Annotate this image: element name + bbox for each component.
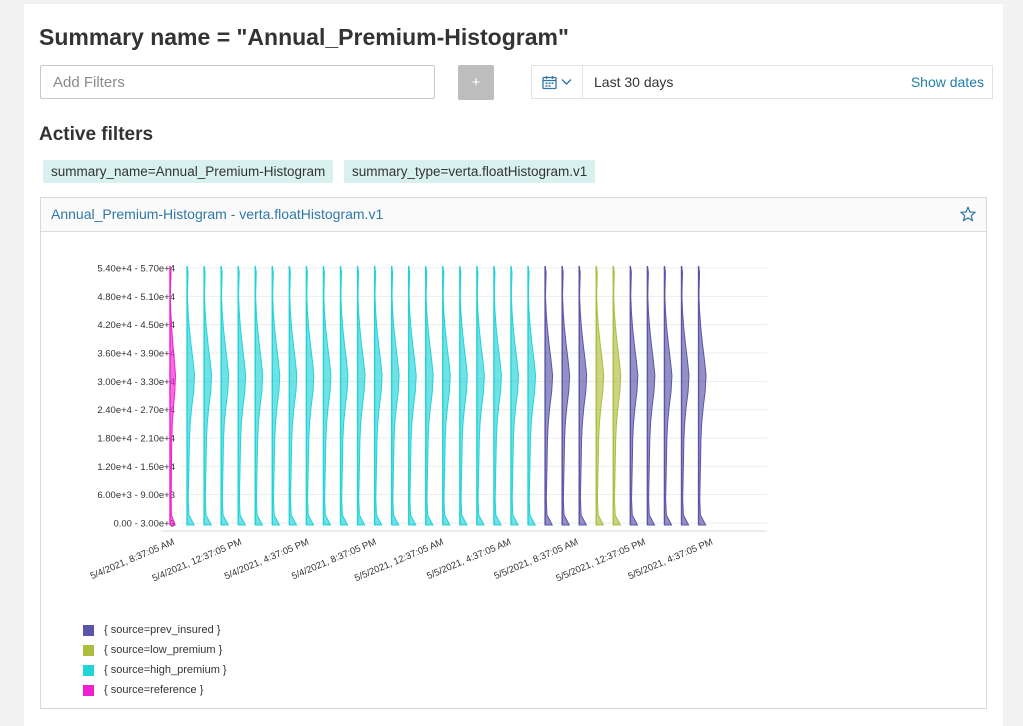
violin-prev_insured — [629, 265, 639, 526]
legend-item-reference[interactable]: { source=reference } — [83, 680, 227, 700]
violin-prev_insured — [681, 265, 690, 526]
violin-high_premium — [237, 265, 247, 526]
violin-prev_insured — [561, 265, 571, 526]
card-header: Annual_Premium-Histogram - verta.floatHi… — [41, 198, 986, 232]
calendar-dropdown-button[interactable] — [532, 66, 583, 98]
violin-reference — [169, 265, 177, 526]
show-dates-link[interactable]: Show dates — [910, 74, 984, 90]
legend-swatch — [83, 624, 94, 636]
add-filter-button[interactable]: + — [458, 65, 494, 100]
violin-prev_insured — [646, 265, 656, 526]
date-range-label: Last 30 days — [594, 74, 674, 90]
chevron-down-icon — [561, 79, 572, 85]
violin-high_premium — [391, 265, 400, 526]
violin-high_premium — [459, 265, 468, 526]
violin-high_premium — [254, 265, 264, 526]
page: Summary name = "Annual_Premium-Histogram… — [24, 4, 1003, 726]
filter-tag-summary-type[interactable]: summary_type=verta.floatHistogram.v1 — [344, 160, 596, 183]
y-tick-label: 3.00e+4 - 3.30e+4 — [97, 377, 175, 388]
y-tick-label: 1.80e+4 - 2.10e+4 — [97, 434, 175, 445]
violin-high_premium — [203, 265, 213, 526]
add-filters-input[interactable] — [40, 65, 435, 99]
violin-high_premium — [271, 265, 281, 526]
violin-prev_insured — [698, 265, 707, 526]
histogram-card: Annual_Premium-Histogram - verta.floatHi… — [40, 197, 987, 709]
legend-swatch — [83, 644, 94, 656]
legend-label: { source=reference } — [104, 684, 204, 696]
violin-high_premium — [357, 265, 366, 526]
violin-high_premium — [442, 265, 451, 526]
y-tick-label: 5.40e+4 - 5.70e+4 — [97, 264, 175, 275]
violin-high_premium — [510, 265, 520, 526]
legend-item-high-premium[interactable]: { source=high_premium } — [83, 660, 227, 680]
y-tick-label: 3.60e+4 - 3.90e+4 — [97, 349, 175, 360]
legend-label: { source=high_premium } — [104, 664, 227, 676]
legend-item-low-premium[interactable]: { source=low_premium } — [83, 640, 227, 660]
card-title-link[interactable]: Annual_Premium-Histogram - verta.floatHi… — [51, 206, 384, 222]
y-tick-label: 6.00e+3 - 9.00e+3 — [97, 490, 175, 501]
violin-high_premium — [408, 265, 417, 526]
page-title: Summary name = "Annual_Premium-Histogram… — [39, 24, 569, 50]
legend-swatch — [83, 664, 94, 676]
y-tick-label: 0.00 - 3.00e+3 — [113, 519, 175, 530]
violin-high_premium — [186, 265, 196, 526]
violin-high_premium — [476, 265, 485, 526]
violin-high_premium — [374, 265, 383, 526]
violin-low_premium — [595, 265, 605, 526]
y-tick-label: 2.40e+4 - 2.70e+4 — [97, 405, 175, 416]
violin-prev_insured — [544, 265, 554, 526]
legend-label: { source=prev_insured } — [104, 624, 221, 636]
y-tick-label: 4.20e+4 - 4.50e+4 — [97, 320, 175, 331]
violin-high_premium — [493, 265, 502, 526]
y-tick-label: 1.20e+4 - 1.50e+4 — [97, 462, 175, 473]
star-icon[interactable] — [960, 206, 976, 222]
legend-swatch — [83, 684, 94, 696]
violin-prev_insured — [663, 265, 673, 526]
y-tick-label: 4.80e+4 - 5.10e+4 — [97, 292, 175, 303]
active-filters-heading: Active filters — [39, 124, 154, 145]
violin-low_premium — [612, 265, 622, 526]
date-range-picker: Last 30 days Show dates — [531, 65, 993, 99]
violin-high_premium — [527, 265, 537, 526]
violin-high_premium — [288, 265, 298, 526]
violin-high_premium — [322, 265, 332, 526]
violin-high_premium — [340, 265, 349, 526]
violin-high_premium — [220, 265, 230, 526]
violin-high_premium — [305, 265, 315, 526]
histogram-violin-chart: 0.00 - 3.00e+3 6.00e+3 - 9.00e+3 1.20e+4 -… — [89, 264, 767, 584]
legend-label: { source=low_premium } — [104, 644, 223, 656]
legend-item-prev-insured[interactable]: { source=prev_insured } — [83, 620, 227, 640]
violin-prev_insured — [578, 265, 588, 526]
violin-high_premium — [425, 265, 434, 526]
filter-tag-summary-name[interactable]: summary_name=Annual_Premium-Histogram — [43, 160, 334, 183]
chart-legend: { source=prev_insured } { source=low_pre… — [83, 620, 227, 700]
calendar-icon — [542, 75, 557, 89]
